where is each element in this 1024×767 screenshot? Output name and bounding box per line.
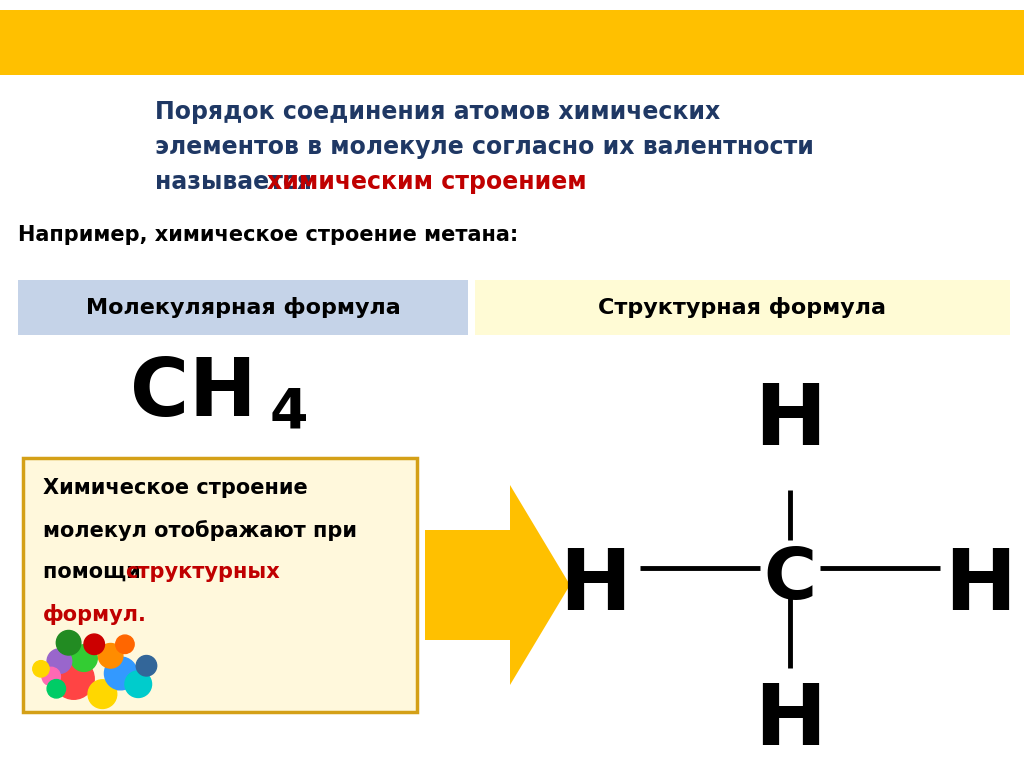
Text: называется: называется	[155, 170, 321, 194]
Bar	[0, 10, 1024, 75]
Text: CH: CH	[130, 355, 256, 433]
Text: помощи: помощи	[43, 562, 148, 582]
Circle shape	[53, 658, 94, 700]
Circle shape	[125, 671, 152, 697]
Bar	[0, 0, 155, 220]
FancyBboxPatch shape	[23, 458, 417, 712]
Text: молекул отображают при: молекул отображают при	[43, 520, 357, 541]
Polygon shape	[425, 485, 570, 685]
Circle shape	[136, 656, 157, 676]
Text: Порядок соединения атомов химических: Порядок соединения атомов химических	[155, 100, 720, 124]
Text: 4: 4	[270, 385, 308, 439]
Circle shape	[71, 645, 97, 671]
Circle shape	[42, 667, 60, 686]
Circle shape	[56, 630, 81, 655]
Circle shape	[47, 649, 72, 673]
Text: H: H	[944, 545, 1016, 628]
Circle shape	[88, 680, 117, 709]
Circle shape	[104, 657, 137, 690]
Text: химическим строением: химическим строением	[267, 170, 587, 194]
Circle shape	[84, 634, 104, 654]
Text: Химическое строение: Химическое строение	[43, 478, 308, 498]
Text: Структурная формула: Структурная формула	[598, 297, 887, 318]
Text: Например, химическое строение метана:: Например, химическое строение метана:	[18, 225, 518, 245]
Circle shape	[116, 635, 134, 653]
Circle shape	[33, 660, 49, 677]
Text: H: H	[559, 545, 631, 628]
Text: элементов в молекуле согласно их валентности: элементов в молекуле согласно их валентн…	[155, 135, 814, 159]
Circle shape	[98, 644, 123, 668]
Text: формул.: формул.	[43, 604, 146, 625]
Text: C: C	[764, 545, 816, 614]
Text: структурных: структурных	[125, 562, 280, 582]
Bar	[475, 280, 1010, 335]
Text: H: H	[754, 380, 826, 463]
Bar	[18, 280, 468, 335]
Text: Молекулярная формула: Молекулярная формула	[86, 297, 400, 318]
Text: H: H	[754, 680, 826, 763]
Circle shape	[47, 680, 66, 698]
